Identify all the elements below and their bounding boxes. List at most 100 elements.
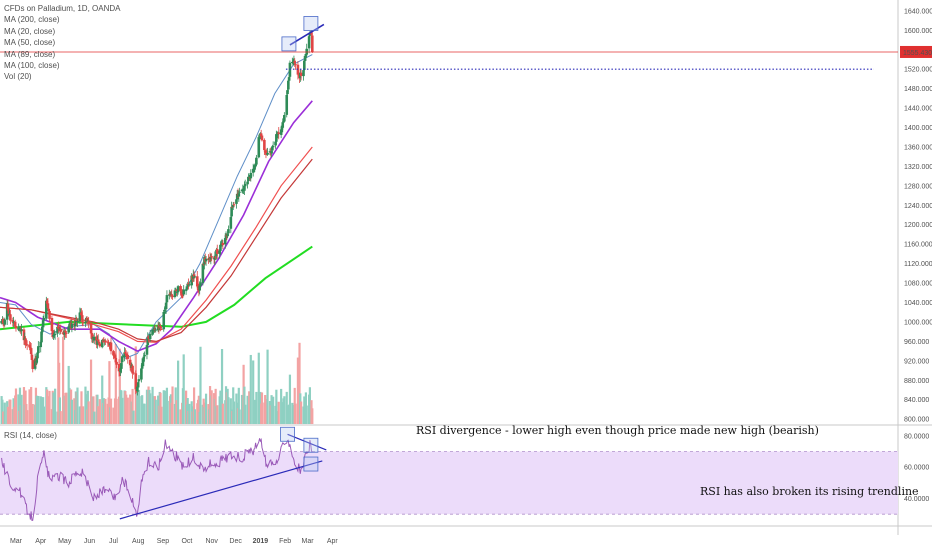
volume-bar [149, 393, 152, 424]
volume-bar [17, 394, 20, 424]
candle-body [6, 303, 10, 311]
ma-line-ma89 [0, 146, 313, 343]
volume-bar [154, 399, 157, 424]
volume-bar [165, 387, 169, 424]
volume-bar [58, 397, 62, 424]
volume-bar [237, 387, 240, 424]
price-high-box-1 [281, 36, 297, 52]
price-tick-label: 1240.000 [904, 203, 932, 210]
price-tick-label: 1000.000 [904, 319, 932, 326]
candle-body [1, 319, 5, 324]
candle-body [85, 317, 89, 322]
volume-bar [260, 392, 264, 424]
rsi-rising-trendline [119, 460, 323, 520]
candle-body [285, 95, 289, 115]
candle-body [230, 206, 233, 217]
candle-body [192, 274, 196, 277]
time-tick-label: 2019 [253, 538, 269, 545]
candle-body [84, 322, 87, 324]
candle-body [57, 326, 60, 329]
time-tick-label: Mar [10, 538, 23, 545]
candle-body [80, 315, 84, 321]
candle-body [42, 317, 46, 321]
candle-body [263, 150, 267, 153]
candle-body [98, 343, 102, 347]
time-tick-label: Dec [229, 538, 242, 545]
candle-body [237, 193, 241, 197]
candle-body [61, 332, 65, 334]
candle-body [3, 319, 7, 325]
candle-body [25, 344, 29, 346]
candle-body [36, 352, 39, 359]
candle-body [92, 336, 96, 341]
candle-body [137, 379, 141, 382]
candle-body [283, 115, 286, 122]
candle-body [141, 358, 145, 367]
price-tick-label: 1440.000 [904, 106, 932, 113]
candle-body [80, 312, 83, 316]
candle-body [131, 365, 134, 374]
volume-bar [48, 390, 51, 424]
volume-bar [255, 391, 258, 424]
candle-body [294, 64, 297, 66]
candle-body [210, 256, 213, 258]
candle-body [218, 250, 221, 254]
candle-body [195, 276, 199, 287]
candle-body [96, 340, 99, 345]
candle-body [146, 336, 150, 346]
volume-bar [238, 409, 241, 424]
candle-body [176, 286, 180, 293]
volume-bar [137, 390, 141, 424]
candle-body [125, 354, 129, 356]
candle-body [204, 258, 208, 262]
candle-body [112, 351, 115, 356]
candle-body [75, 319, 78, 322]
candle-body [74, 319, 78, 323]
candle-body [176, 291, 179, 293]
volume-bar [58, 362, 61, 424]
candle-body [28, 344, 31, 348]
ma-line-ma50 [0, 100, 313, 352]
candle-body [168, 294, 171, 296]
candle-body [143, 354, 146, 357]
volume-bar [54, 388, 57, 424]
volume-bar [182, 354, 185, 424]
candle-body [64, 330, 67, 333]
candle-body [304, 53, 308, 56]
candle-body [255, 157, 258, 165]
volume-bar [227, 397, 230, 424]
price-tick-label: 1640.000 [904, 8, 932, 15]
candle-body [270, 151, 273, 154]
volume-bar [93, 411, 96, 424]
candle-body [152, 328, 156, 330]
candle-body [30, 354, 34, 361]
candle-body [303, 60, 306, 70]
candle-body [235, 193, 239, 200]
volume-bar [70, 399, 73, 424]
candle-body [78, 312, 82, 322]
volume-bar [257, 352, 260, 424]
candle-body [280, 126, 284, 130]
candle-body [11, 320, 15, 323]
price-high-box-2 [303, 16, 319, 31]
candle-body [268, 151, 272, 153]
volume-bar [131, 388, 134, 424]
price-tick-label: 1280.000 [904, 183, 932, 190]
candle-body [142, 356, 146, 359]
candle-body [190, 275, 193, 286]
candle-body [226, 233, 229, 237]
price-tick-label: 960.000 [904, 339, 929, 346]
price-tick-label: 1480.000 [904, 86, 932, 93]
candle-body [0, 320, 3, 324]
volume-bar [108, 361, 111, 424]
time-tick-label: Apr [35, 538, 47, 545]
candle-body [124, 352, 127, 354]
candle-body [39, 341, 43, 348]
volume-bar [109, 398, 113, 424]
candle-body [171, 295, 174, 298]
rsi-break-box [303, 456, 319, 472]
legend-ma89: MA (89, close) [4, 49, 56, 59]
candle-body [251, 169, 255, 173]
time-tick-label: Nov [205, 538, 218, 545]
